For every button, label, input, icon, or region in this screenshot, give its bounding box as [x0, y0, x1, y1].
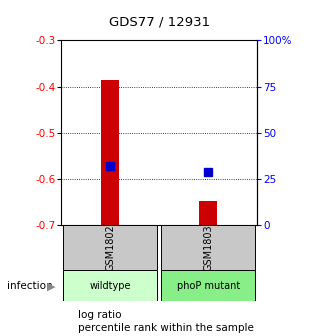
Bar: [63, 270, 157, 301]
Text: wildtype: wildtype: [89, 281, 131, 291]
Bar: [63, 225, 157, 270]
Bar: [101, 80, 119, 225]
Text: ▶: ▶: [47, 281, 55, 291]
Bar: [199, 201, 217, 225]
Bar: [161, 270, 255, 301]
Text: GSM1802: GSM1802: [105, 224, 115, 271]
Bar: [106, 162, 114, 170]
Text: phoP mutant: phoP mutant: [177, 281, 240, 291]
Bar: [204, 168, 212, 176]
Text: infection: infection: [7, 281, 52, 291]
Text: log ratio: log ratio: [78, 310, 121, 320]
Bar: [161, 225, 255, 270]
Text: GDS77 / 12931: GDS77 / 12931: [110, 15, 211, 28]
Text: GSM1803: GSM1803: [203, 224, 213, 271]
Text: percentile rank within the sample: percentile rank within the sample: [78, 323, 253, 333]
